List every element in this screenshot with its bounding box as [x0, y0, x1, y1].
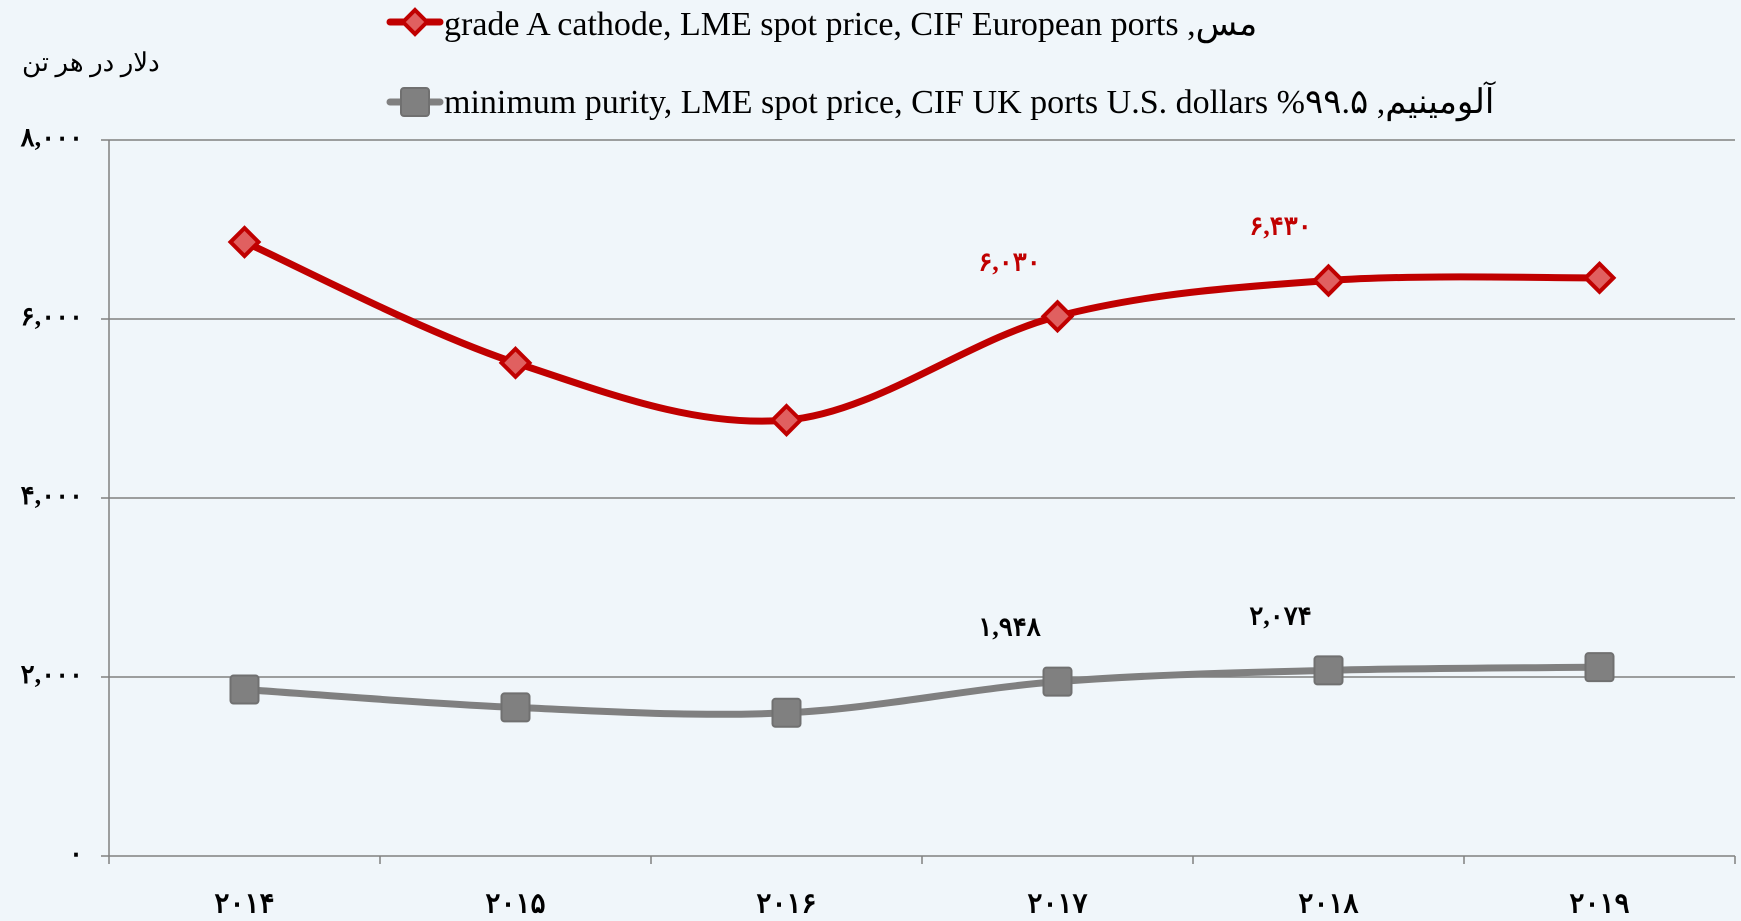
- marker: [1313, 655, 1344, 686]
- y-tick-label: ۲,۰۰۰: [21, 660, 83, 689]
- data-label: ۶,۴۳۰: [1249, 211, 1311, 240]
- x-tick-label: ۲۰۱۵: [485, 888, 545, 919]
- y-tick-label: ۰: [69, 839, 83, 868]
- marker: [1584, 652, 1615, 683]
- marker: [771, 697, 802, 728]
- y-tick-label: ۴,۰۰۰: [21, 481, 83, 510]
- data-label: ۲,۰۷۴: [1249, 601, 1311, 630]
- marker: [229, 674, 260, 705]
- marker: [1042, 666, 1073, 697]
- y-axis-label: دلار در هر تن: [22, 48, 160, 77]
- legend-marker: [400, 87, 430, 117]
- x-tick-label: ۲۰۱۴: [214, 888, 274, 919]
- marker: [500, 692, 531, 723]
- y-tick-label: ۶,۰۰۰: [21, 302, 83, 331]
- data-label: ۶,۰۳۰: [978, 247, 1040, 276]
- marker: [1582, 261, 1617, 295]
- marker: [498, 346, 533, 380]
- legend-label: آلومینیم, ۹۹.۵% minimum purity, LME spot…: [444, 84, 1495, 121]
- x-tick-label: ۲۰۱۹: [1569, 888, 1629, 919]
- legend-label: مس, grade A cathode, LME spot price, CIF…: [444, 6, 1258, 43]
- marker: [769, 403, 804, 437]
- series-line: [241, 238, 1603, 425]
- x-tick-label: ۲۰۱۷: [1027, 888, 1088, 919]
- data-label: ۱,۹۴۸: [978, 613, 1040, 642]
- marker: [1040, 299, 1075, 334]
- x-tick-label: ۲۰۱۸: [1298, 888, 1359, 919]
- y-tick-label: ۸,۰۰۰: [20, 123, 83, 152]
- series-line: [241, 663, 1603, 718]
- marker: [227, 225, 262, 259]
- marker: [1311, 263, 1346, 298]
- legend-marker: [400, 7, 430, 37]
- x-tick-label: ۲۰۱۶: [756, 888, 816, 919]
